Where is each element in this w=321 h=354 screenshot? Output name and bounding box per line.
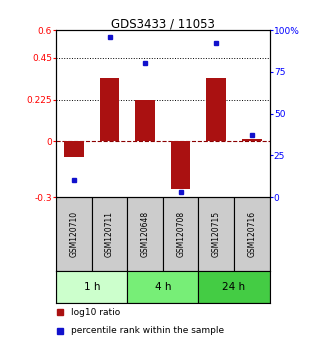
Bar bbox=[56, 197, 92, 271]
Text: 1 h: 1 h bbox=[83, 282, 100, 292]
Bar bbox=[163, 197, 198, 271]
Bar bbox=[198, 197, 234, 271]
Text: GSM120716: GSM120716 bbox=[247, 211, 256, 257]
Bar bbox=[242, 139, 262, 141]
Bar bbox=[171, 141, 190, 189]
Text: GSM120648: GSM120648 bbox=[141, 211, 150, 257]
Text: GSM120715: GSM120715 bbox=[212, 211, 221, 257]
Text: GSM120708: GSM120708 bbox=[176, 211, 185, 257]
Bar bbox=[127, 271, 198, 303]
Text: GSM120711: GSM120711 bbox=[105, 211, 114, 257]
Bar bbox=[234, 197, 270, 271]
Bar bbox=[92, 197, 127, 271]
Text: 4 h: 4 h bbox=[155, 282, 171, 292]
Text: log10 ratio: log10 ratio bbox=[71, 308, 120, 316]
Bar bbox=[135, 99, 155, 141]
Text: 24 h: 24 h bbox=[222, 282, 246, 292]
Bar bbox=[64, 141, 84, 157]
Bar bbox=[56, 271, 127, 303]
Text: percentile rank within the sample: percentile rank within the sample bbox=[71, 326, 224, 335]
Bar bbox=[198, 271, 270, 303]
Bar bbox=[100, 78, 119, 141]
Text: GSM120710: GSM120710 bbox=[69, 211, 78, 257]
Bar bbox=[206, 78, 226, 141]
Bar bbox=[127, 197, 163, 271]
Title: GDS3433 / 11053: GDS3433 / 11053 bbox=[111, 17, 215, 30]
